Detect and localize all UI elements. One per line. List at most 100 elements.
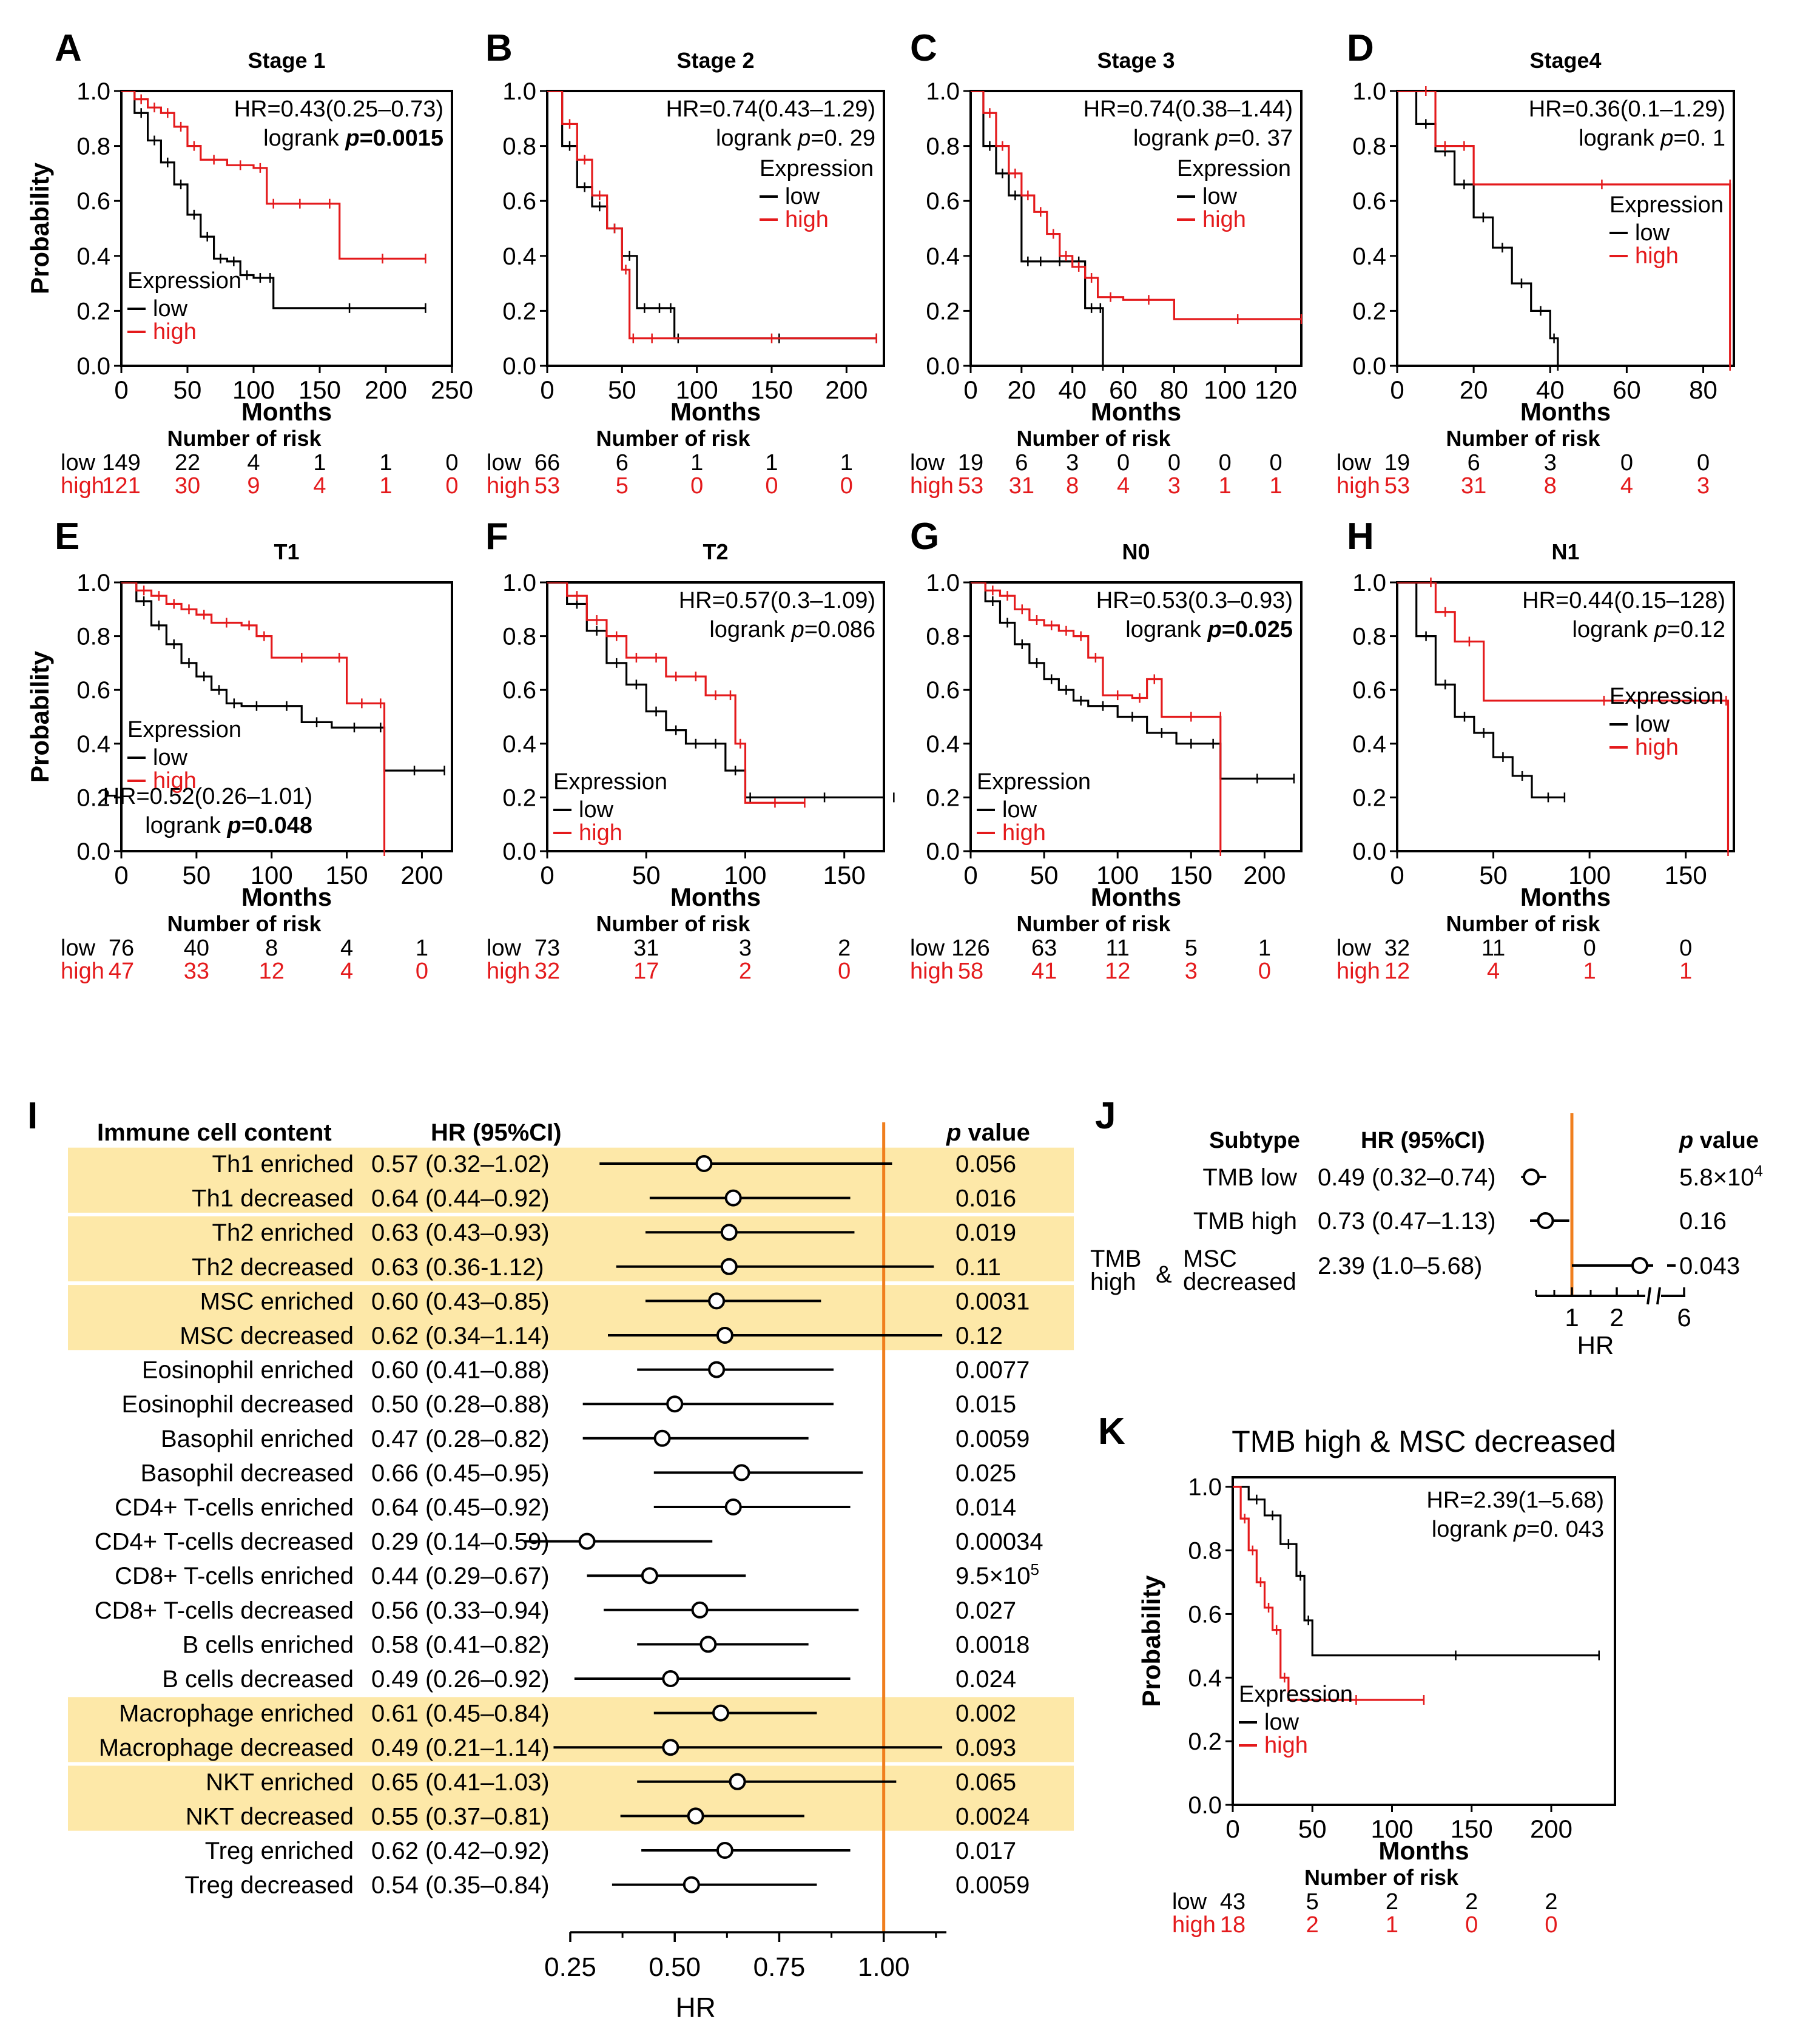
x-tick-label: 100: [1204, 376, 1246, 404]
risk-cell-high: 8: [1544, 473, 1557, 499]
forest-row: Th2 decreased 0.63 (0.36-1.12) 0.11: [192, 1254, 1001, 1281]
y-tick-label: 0.6: [76, 677, 110, 704]
legend-label-low: low: [1264, 1710, 1299, 1735]
risk-cell-low: 5: [1306, 1889, 1319, 1915]
row-p-value: 0.043: [1679, 1253, 1740, 1279]
risk-cell-high: 8: [1066, 473, 1079, 499]
row-label: Th2 decreased: [192, 1254, 354, 1281]
y-tick-label: 0.0: [76, 353, 110, 380]
forest-panel-J: J Subtype HR (95%CI) p value TMB low 0.49 (0.…: [1090, 1095, 1763, 1360]
row-label: Basophil enriched: [161, 1426, 354, 1452]
risk-cell-high: 3: [1168, 473, 1181, 499]
row-label-part: MSC: [1183, 1246, 1237, 1272]
row-hr-text: 0.47 (0.28–0.82): [371, 1426, 550, 1452]
hr-point: [716, 1327, 733, 1344]
risk-cell-low: 6: [1015, 450, 1028, 476]
forest-row: Eosinophil decreased 0.50 (0.28–0.88) 0.01…: [122, 1391, 1017, 1418]
row-label: Th1 decreased: [192, 1185, 354, 1212]
km-curve-high: [1233, 1486, 1424, 1701]
legend-label-high: high: [1264, 1733, 1308, 1758]
risk-cell-low: 31: [633, 935, 659, 961]
risk-cell-high: 0: [765, 473, 778, 499]
y-tick-label: 0.4: [1188, 1665, 1222, 1691]
row-label: CD4+ T-cells decreased: [95, 1529, 354, 1556]
row-p-value: 0.12: [956, 1323, 1003, 1349]
forest-row: Treg enriched 0.62 (0.42–0.92) 0.017: [205, 1838, 1016, 1864]
risk-cell-low: 0: [1270, 450, 1282, 476]
risk-cell-high: 121: [102, 473, 140, 499]
row-p-value: 0.0059: [956, 1872, 1030, 1899]
risk-cell-low: 11: [1105, 935, 1129, 961]
hr-point: [687, 1807, 704, 1825]
row-p-value: 0.0077: [956, 1357, 1030, 1384]
forest-row: CD8+ T-cells enriched 0.44 (0.29–0.67) 9.5…: [115, 1560, 1039, 1589]
hr-point: [733, 1464, 750, 1481]
plot-frame: [1396, 90, 1735, 367]
legend-label-low: low: [1635, 220, 1670, 246]
row-p-value: 0.019: [956, 1219, 1016, 1246]
legend-title: Expression: [760, 156, 874, 181]
risk-cell-low: 126: [951, 935, 989, 961]
y-tick-label: 0.0: [502, 838, 536, 865]
risk-cell-high: 4: [1487, 959, 1500, 984]
row-hr-text: 0.65 (0.41–1.03): [371, 1769, 550, 1796]
y-tick-label: 1.0: [1352, 78, 1386, 105]
highlight-band: [68, 1697, 1074, 1762]
risk-cell-high: 9: [247, 473, 260, 499]
risk-cell-low: 66: [534, 450, 560, 476]
risk-high-label: high: [487, 959, 530, 984]
risk-cell-low: 76: [109, 935, 134, 961]
risk-cell-low: 1: [313, 450, 326, 476]
risk-table-title: Number of risk: [1016, 911, 1171, 936]
hr-annotation: HR=0.52(0.26–1.01): [103, 784, 312, 809]
forest-row: MSC decreased 0.62 (0.34–1.14) 0.12: [180, 1323, 1003, 1349]
column-header-label: Subtype: [1209, 1128, 1300, 1153]
hr-point: [720, 1224, 738, 1241]
risk-cell-low: 0: [1219, 450, 1232, 476]
panel-letter-G: G: [910, 516, 939, 558]
row-hr-text: 2.39 (1.0–5.68): [1318, 1253, 1482, 1279]
logrank-annotation: logrank p=0.0015: [263, 126, 443, 151]
y-tick-label: 0.4: [76, 243, 110, 270]
x-tick-label: 0.75: [753, 1952, 806, 1982]
risk-cell-low: 73: [534, 935, 560, 961]
risk-cell-low: 1: [379, 450, 392, 476]
panel-letter-B: B: [485, 27, 513, 69]
risk-table-title: Number of risk: [167, 426, 322, 451]
risk-cell-high: 12: [259, 959, 285, 984]
row-label: B cells decreased: [162, 1666, 354, 1693]
risk-cell-high: 3: [1185, 959, 1198, 984]
y-tick-label: 0.4: [926, 243, 960, 270]
y-tick-label: 0.2: [76, 298, 110, 325]
row-p-value: 0.093: [956, 1734, 1016, 1761]
x-tick-label: 80: [1160, 376, 1188, 404]
y-axis-label: Probability: [1137, 1575, 1165, 1707]
x-tick-label: 200: [400, 861, 443, 889]
row-label: Th2 enriched: [212, 1219, 354, 1246]
panel-letter-K: K: [1098, 1411, 1125, 1452]
risk-cell-low: 2: [838, 935, 851, 961]
row-hr-text: 0.73 (0.47–1.13): [1318, 1208, 1496, 1235]
risk-cell-low: 0: [1679, 935, 1692, 961]
risk-cell-low: 0: [1583, 935, 1596, 961]
km-curve-low: [971, 91, 1104, 366]
legend-label-high: high: [1202, 207, 1246, 232]
panel-title: T1: [274, 539, 299, 564]
risk-cell-high: 41: [1031, 959, 1057, 984]
logrank-annotation: logrank p=0. 043: [1432, 1517, 1604, 1542]
legend-title: Expression: [127, 717, 241, 743]
forest-row: NKT decreased 0.55 (0.37–0.81) 0.0024: [186, 1803, 1030, 1830]
legend-label-high: high: [1635, 243, 1679, 269]
risk-high-label: high: [1336, 959, 1380, 984]
row-p-value: 5.8×104: [1679, 1162, 1763, 1191]
hr-point: [708, 1361, 726, 1378]
risk-cell-high: 17: [633, 959, 659, 984]
row-label: NKT enriched: [206, 1769, 354, 1796]
forest-row: CD4+ T-cells enriched 0.64 (0.45–0.92) 0.0…: [115, 1494, 1016, 1521]
panel-letter-C: C: [910, 27, 937, 69]
logrank-annotation: logrank p=0.086: [709, 617, 875, 642]
risk-cell-high: 5: [616, 473, 629, 499]
row-p-value: 0.16: [1679, 1208, 1727, 1235]
row-label-part: &: [1156, 1261, 1172, 1288]
